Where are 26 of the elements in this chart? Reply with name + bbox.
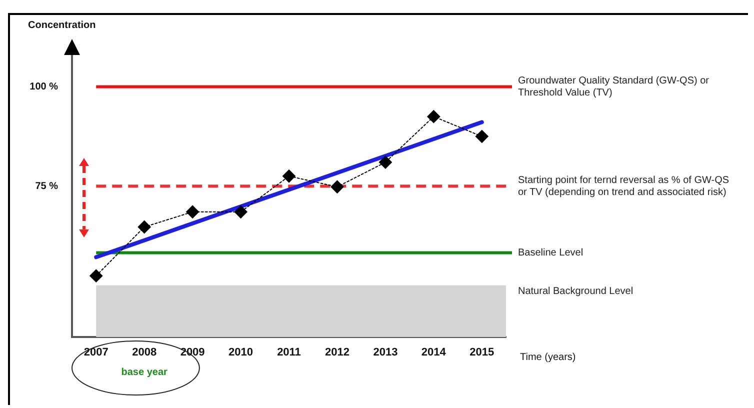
point bbox=[378, 156, 392, 169]
x-tick-label: 2013 bbox=[373, 346, 398, 359]
point bbox=[138, 220, 151, 234]
y-axis-title: Concentration bbox=[28, 20, 96, 31]
ref-line-label: Starting point for ternd reversal as % of GW-QS or TV (depending on trend and associated risk) bbox=[518, 174, 730, 198]
ref-line-label: Groundwater Quality Standard (GW-QS) or Threshold Value (TV) bbox=[518, 76, 710, 99]
x-tick-label: 2015 bbox=[470, 346, 494, 359]
point bbox=[186, 205, 200, 218]
y-tick-label: 100 % bbox=[30, 82, 58, 93]
point bbox=[282, 170, 296, 183]
x-tick-label: 2012 bbox=[324, 346, 350, 359]
point bbox=[234, 205, 248, 218]
point bbox=[475, 130, 488, 143]
x-tick-label: 2008 bbox=[132, 346, 157, 359]
text: base year bbox=[121, 366, 168, 378]
y-tick-label: 75 % bbox=[35, 180, 58, 192]
band-label: Natural Background Level bbox=[518, 286, 634, 298]
x-tick-label: 2011 bbox=[277, 346, 301, 359]
x-tick-label: 2014 bbox=[421, 346, 447, 359]
point bbox=[330, 180, 344, 194]
x-axis-title: Time (years) bbox=[520, 352, 576, 363]
point bbox=[90, 269, 103, 282]
x-tick-label: 2007 bbox=[84, 346, 108, 359]
x-tick-label: 2010 bbox=[228, 346, 254, 359]
ref-line-label: Baseline Level bbox=[518, 248, 584, 259]
point bbox=[427, 110, 440, 124]
